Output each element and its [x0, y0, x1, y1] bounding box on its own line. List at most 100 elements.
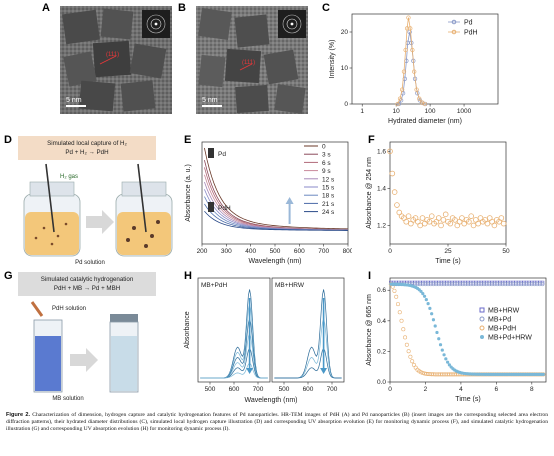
data-point [503, 282, 508, 287]
data-point [495, 282, 500, 287]
data-point [403, 218, 410, 225]
data-point [426, 282, 431, 287]
chart-absorbance-665: 0 2 4 6 8 0.0 0.2 0.4 0.6 Time (s) Absorbance @ 66… [366, 277, 547, 403]
vial-pdh-label: PdH [218, 205, 231, 212]
data-point [419, 370, 424, 375]
data-point [399, 87, 405, 92]
data-point [434, 282, 439, 287]
data-point [452, 282, 457, 287]
data-point [395, 101, 400, 107]
x-tick-label: 4 [459, 386, 463, 393]
legend-marker [480, 335, 484, 339]
chart-absorbance-254: 0 25 50 1.2 1.4 1.6 Time (s) Absorbance @ 254 n… [366, 141, 510, 265]
data-point [404, 342, 409, 347]
data-point [529, 282, 534, 287]
data-point [511, 282, 516, 287]
data-point [389, 170, 396, 177]
y-tick-label: 1.2 [377, 222, 386, 229]
panel-label-b: B [178, 2, 186, 14]
data-point [475, 220, 481, 227]
data-point [519, 282, 524, 287]
data-point [442, 211, 449, 218]
data-point [406, 349, 411, 354]
data-point [455, 282, 460, 287]
data-point [484, 282, 489, 287]
x-tick-label: 2 [424, 386, 428, 393]
data-point [401, 327, 406, 332]
hydrogenation-title: Simulated catalytic hydrogenation [41, 276, 134, 283]
data-point [484, 220, 491, 227]
data-point [532, 282, 537, 287]
x-tick-label: 700 [253, 386, 264, 393]
legend-label: 6 s [322, 160, 331, 167]
legend-label: MB+Pd [488, 317, 511, 324]
x-tick-label: 0 [388, 386, 392, 393]
data-point [541, 372, 545, 376]
y-tick-label: 0 [344, 101, 348, 108]
figure-caption: Figure 2. Characterization of dimension,… [6, 412, 548, 434]
data-point [408, 26, 413, 31]
data-point [431, 282, 436, 287]
pd-solution-label: Pd solution [75, 260, 105, 266]
caption-text: Characterization of dimension, hydrogen … [6, 412, 548, 433]
data-point [408, 354, 413, 359]
chart-uv-capture: 200 300 400 500 600 700 800 Wavelength (nm) Abso… [185, 141, 352, 265]
data-point [438, 222, 444, 229]
legend-label: MB+HRW [488, 308, 520, 315]
legend-label: 12 s [322, 176, 335, 183]
data-point [447, 282, 452, 287]
x-tick-label: 800 [343, 248, 352, 255]
data-point [410, 359, 415, 364]
plot-frame [351, 13, 499, 105]
vial-pd-label: Pd [218, 151, 226, 158]
data-point [446, 360, 450, 364]
series-line [274, 317, 342, 379]
data-point [458, 282, 463, 287]
panel-label-h: H [184, 270, 192, 282]
data-point [424, 298, 428, 302]
panel-label-e: E [184, 134, 192, 146]
data-point [491, 222, 498, 229]
x-tick-label: 1000 [457, 108, 472, 115]
data-point [396, 101, 402, 107]
y-tick-label: 0.4 [377, 318, 386, 325]
data-point [399, 318, 404, 323]
data-point [428, 306, 432, 310]
series-line [200, 317, 268, 379]
plot-frame [197, 277, 271, 383]
vial-pd-icon [208, 148, 214, 158]
data-point [447, 363, 451, 367]
data-point [466, 218, 472, 225]
x-tick-label: 500 [270, 248, 281, 255]
legend-label: PdH [464, 30, 478, 37]
arrowhead [285, 197, 294, 204]
data-point [498, 215, 505, 221]
data-point [468, 282, 473, 287]
plot-frame [389, 277, 547, 383]
data-point [391, 189, 398, 195]
data-point [431, 318, 436, 322]
data-point [394, 202, 400, 208]
y-tick-label: 0.0 [377, 379, 386, 386]
data-point [417, 96, 422, 101]
data-point [444, 357, 448, 361]
data-point [470, 222, 477, 229]
x-tick-label: 25 [444, 248, 452, 255]
data-point [395, 302, 400, 307]
data-point [505, 282, 510, 287]
legend-marker [479, 325, 485, 331]
x-tick-label: 300 [221, 248, 232, 255]
data-point [452, 217, 458, 223]
data-point [392, 288, 397, 293]
data-point [440, 348, 444, 352]
x-tick-label: 500 [205, 386, 216, 393]
y-axis-label: Absorbance @ 665 nm [366, 294, 373, 366]
data-point [479, 282, 484, 287]
x-tick-label: 6 [495, 386, 499, 393]
data-point [422, 294, 427, 298]
data-point [397, 96, 403, 101]
illustration-hydrogen-capture: Simulated local capture of H₂ Pd + H₂ → … [18, 136, 173, 266]
panel-label-g: G [4, 270, 13, 282]
x-tick-label: 8 [530, 386, 534, 393]
x-tick-label: 10 [393, 108, 401, 115]
